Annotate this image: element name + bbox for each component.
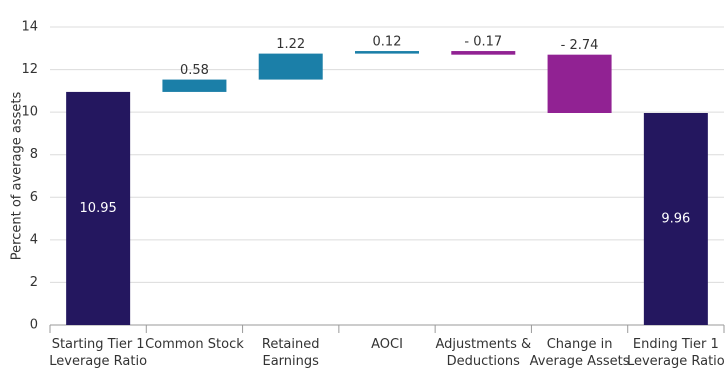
- x-tick-label-line: Leverage Ratio: [627, 354, 725, 368]
- x-tick-label-line: Adjustments &: [435, 337, 531, 352]
- x-tick-label-line: Common Stock: [145, 337, 244, 352]
- y-tick-label: 0: [30, 318, 38, 333]
- x-tick-label-line: Leverage Ratio: [49, 354, 147, 368]
- y-tick-label: 12: [21, 62, 38, 77]
- x-tick-label: Starting Tier 1 Leverage Ratio: [49, 337, 147, 368]
- y-tick-label: 8: [30, 147, 38, 162]
- x-tick-label: Change in Average Assets: [530, 337, 630, 368]
- value-label: 10.95: [80, 201, 117, 216]
- x-tick-label: Adjustments & Deductions: [435, 337, 531, 368]
- bar: [258, 53, 323, 80]
- y-tick-label: 10: [21, 105, 38, 120]
- x-tick-label-line: Earnings: [263, 354, 320, 368]
- x-tick-label-line: Average Assets: [530, 354, 630, 368]
- x-tick-label-line: Deductions: [447, 354, 521, 368]
- bar: [66, 91, 131, 326]
- y-axis-label: Percent of average assets: [10, 92, 25, 261]
- value-label: 0.58: [180, 63, 209, 78]
- bar: [451, 51, 516, 55]
- x-tick-label-line: Change in: [547, 337, 613, 352]
- bar: [643, 112, 708, 325]
- x-tick-label: AOCI: [371, 337, 403, 352]
- value-label: - 0.17: [464, 35, 502, 50]
- bar: [162, 79, 227, 92]
- y-tick-label: 2: [30, 275, 38, 290]
- y-tick-label: 14: [21, 20, 38, 35]
- x-tick-label-line: AOCI: [371, 337, 403, 352]
- x-tick-label: Ending Tier 1 Leverage Ratio: [627, 337, 725, 368]
- x-tick-label-line: Starting Tier 1: [52, 337, 145, 352]
- bar: [547, 54, 612, 113]
- value-label: 9.96: [661, 211, 690, 226]
- value-label: 0.12: [373, 35, 402, 50]
- x-tick-label-line: Ending Tier 1: [633, 337, 719, 352]
- y-tick-label: 6: [30, 190, 38, 205]
- y-tick-label: 4: [30, 232, 38, 247]
- value-label: - 2.74: [561, 38, 599, 53]
- x-tick-label: Retained Earnings: [262, 337, 320, 368]
- bar: [355, 51, 419, 54]
- value-label: 1.22: [276, 37, 305, 52]
- x-tick-label: Common Stock: [145, 337, 244, 352]
- x-tick-label-line: Retained: [262, 337, 320, 352]
